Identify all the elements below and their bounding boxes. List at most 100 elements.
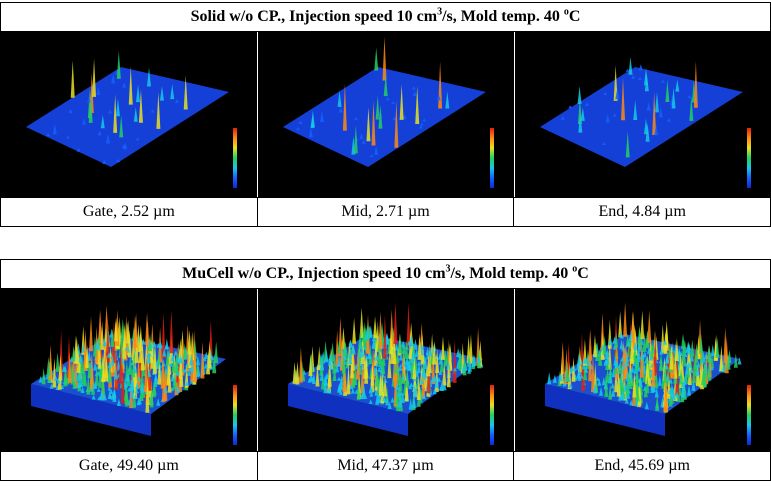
- peak: [665, 373, 670, 382]
- peak: [428, 346, 433, 357]
- surface: [283, 67, 487, 167]
- peak: [596, 378, 601, 386]
- peak: [430, 376, 435, 383]
- peak: [432, 388, 437, 395]
- peak: [638, 64, 643, 71]
- peak: [138, 337, 143, 363]
- peak: [339, 106, 344, 113]
- peak: [660, 79, 665, 83]
- peak: [107, 362, 112, 383]
- peak: [76, 380, 81, 389]
- peak: [592, 334, 597, 357]
- peak: [362, 139, 367, 144]
- panel-title: Solid w/o CP., Injection speed 10 cm3/s,…: [1, 3, 770, 32]
- peak: [373, 316, 378, 339]
- peak: [415, 86, 420, 124]
- peak: [605, 367, 610, 384]
- peak: [189, 354, 194, 366]
- peak: [119, 114, 124, 138]
- peak: [645, 376, 650, 394]
- peak: [632, 371, 637, 398]
- peak: [116, 51, 121, 79]
- peak: [102, 159, 107, 164]
- peak: [354, 116, 359, 120]
- peak: [352, 317, 357, 344]
- peak: [567, 364, 572, 390]
- peak: [207, 340, 212, 369]
- peak: [100, 114, 105, 129]
- peak: [417, 375, 422, 400]
- peak: [639, 310, 644, 340]
- peak: [710, 344, 715, 357]
- peak: [630, 310, 635, 349]
- title-text: C: [577, 265, 589, 282]
- peak: [689, 339, 694, 357]
- peak: [364, 355, 369, 379]
- peak: [174, 352, 179, 373]
- peak: [358, 328, 363, 347]
- peak: [100, 391, 105, 401]
- peak: [458, 349, 463, 370]
- peak: [420, 343, 425, 351]
- peak: [162, 348, 167, 357]
- peak: [674, 351, 679, 396]
- peak: [423, 358, 428, 370]
- peak: [715, 337, 720, 358]
- peak: [654, 386, 659, 398]
- peak: [577, 370, 582, 381]
- peak: [618, 374, 623, 390]
- peak: [447, 364, 452, 388]
- surface-image: [539, 56, 751, 188]
- peak: [407, 340, 412, 346]
- peak: [394, 359, 399, 374]
- peak: [689, 353, 694, 362]
- peak: [686, 384, 691, 396]
- peak: [147, 368, 152, 377]
- peak: [412, 395, 417, 409]
- peak: [610, 382, 615, 389]
- peak: [363, 394, 368, 400]
- peak: [607, 373, 612, 384]
- peak: [665, 79, 670, 102]
- peak: [106, 352, 111, 358]
- slab-side: [31, 384, 151, 436]
- peak: [112, 389, 117, 403]
- peak: [385, 397, 390, 406]
- peak: [339, 388, 344, 395]
- peak: [113, 367, 118, 380]
- peak: [170, 84, 175, 100]
- peak: [560, 115, 565, 120]
- peak: [153, 343, 158, 374]
- peak: [412, 86, 417, 90]
- peak: [408, 384, 413, 390]
- peak: [137, 376, 142, 381]
- peak: [385, 385, 390, 404]
- peak: [651, 349, 656, 387]
- peak: [87, 359, 92, 379]
- peak: [353, 363, 358, 385]
- peak: [125, 372, 130, 382]
- peak: [398, 371, 403, 392]
- peak: [46, 133, 51, 137]
- peak: [624, 353, 629, 367]
- peak: [646, 310, 651, 343]
- peak: [134, 334, 139, 363]
- peak: [637, 327, 642, 349]
- peak: [190, 362, 195, 373]
- peak: [592, 383, 597, 393]
- peak: [626, 340, 631, 346]
- peak: [477, 356, 482, 364]
- peak: [184, 363, 189, 388]
- peak: [378, 311, 383, 349]
- peak: [362, 321, 367, 342]
- peak: [642, 351, 647, 358]
- peak: [374, 47, 379, 71]
- peak: [401, 375, 406, 380]
- peak: [119, 339, 124, 357]
- peak: [104, 354, 109, 382]
- peak: [362, 383, 367, 397]
- peak: [110, 355, 115, 366]
- peak: [202, 356, 207, 362]
- peak: [330, 341, 335, 362]
- peak: [118, 341, 123, 384]
